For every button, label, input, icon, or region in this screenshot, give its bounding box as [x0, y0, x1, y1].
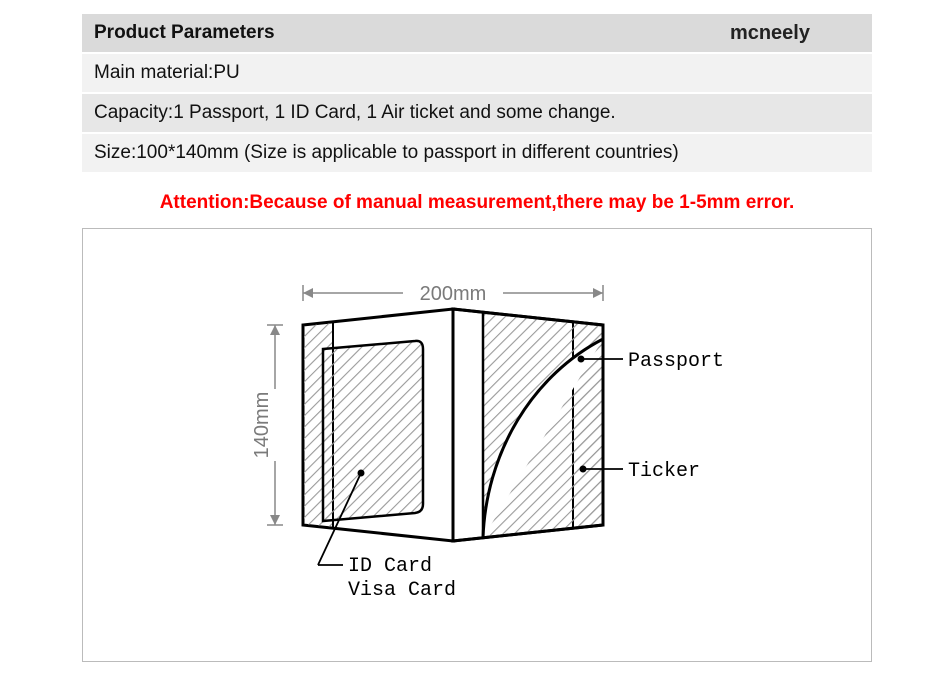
brand-logo: mcneely — [730, 22, 810, 45]
param-row-size: Size:100*140mm (Size is applicable to pa… — [82, 134, 872, 174]
callout-passport-label: Passport — [628, 350, 724, 373]
param-capacity-text: Capacity:1 Passport, 1 ID Card, 1 Air ti… — [94, 102, 616, 124]
callout-idcard-line1: ID Card — [348, 555, 432, 578]
param-size-text: Size:100*140mm (Size is applicable to pa… — [94, 142, 679, 164]
param-row-capacity: Capacity:1 Passport, 1 ID Card, 1 Air ti… — [82, 94, 872, 134]
wallet-body — [303, 309, 603, 541]
param-row-material: Main material:PU — [82, 54, 872, 94]
diagram-container: 200mm 140mm — [82, 228, 872, 662]
dim-width: 200mm — [303, 283, 603, 305]
callout-ticker-label: Ticker — [628, 460, 700, 483]
callout-idcard-line2: Visa Card — [348, 579, 456, 602]
wallet-diagram: 200mm 140mm — [83, 229, 873, 663]
attention-text: Attention:Because of manual measurement,… — [82, 192, 872, 214]
params-table: Product Parameters mcneely Main material… — [82, 14, 872, 174]
dim-width-label: 200mm — [420, 283, 487, 305]
params-title: Product Parameters — [94, 22, 275, 44]
param-material-text: Main material:PU — [94, 62, 240, 84]
dim-height-label: 140mm — [251, 392, 273, 459]
params-header-row: Product Parameters mcneely — [82, 14, 872, 54]
dim-height: 140mm — [251, 325, 283, 525]
